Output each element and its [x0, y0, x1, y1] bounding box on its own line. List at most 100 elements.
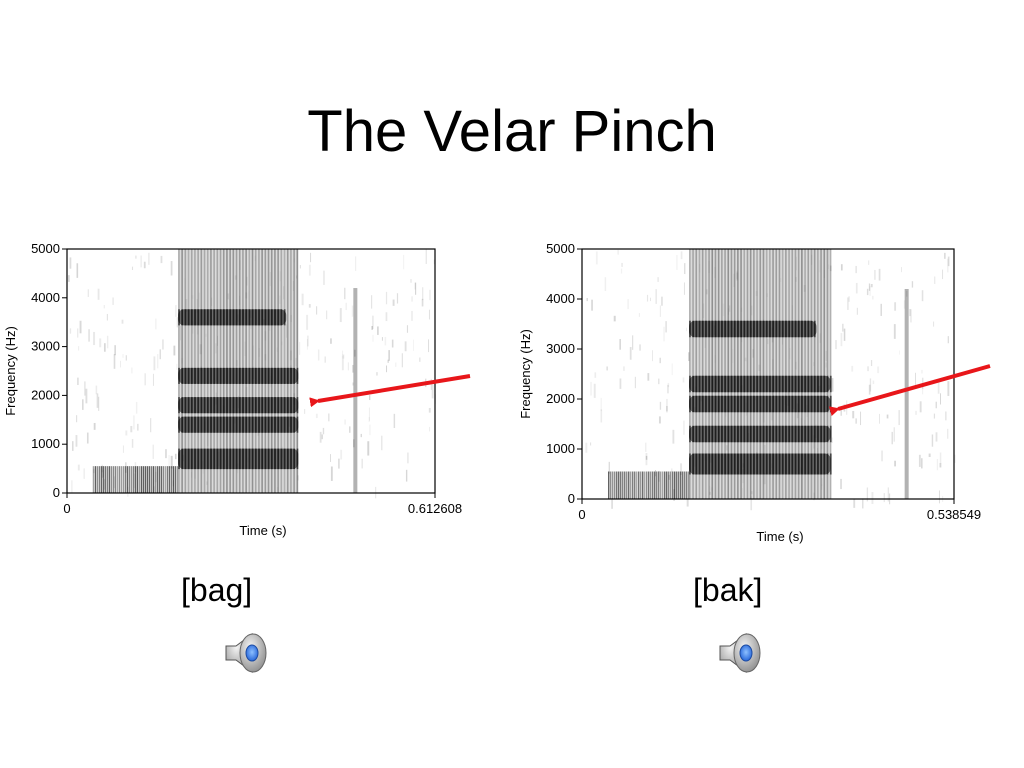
noise-streak: [944, 252, 946, 259]
formant-striation: [791, 453, 794, 475]
noise-streak: [666, 405, 668, 412]
noise-streak: [82, 399, 84, 410]
noise-streak: [847, 297, 849, 310]
noise-streak: [947, 428, 949, 439]
noise-streak: [410, 279, 412, 283]
noise-streak: [585, 442, 588, 453]
formant-striation: [756, 375, 759, 393]
noise-streak: [683, 420, 685, 435]
formant-striation: [807, 375, 810, 393]
noise-streak: [941, 269, 944, 280]
noise-streak: [428, 309, 431, 320]
noise-streak: [71, 480, 73, 494]
formant-striation: [229, 397, 232, 414]
formant-band: [178, 397, 299, 414]
noise-streak: [586, 297, 588, 302]
glottal-striation: [765, 249, 768, 499]
voicing-bar-striation: [150, 466, 153, 493]
noise-streak: [368, 407, 370, 421]
formant-striation: [689, 453, 691, 475]
voicing-bar-striation: [634, 471, 636, 499]
noise-streak: [909, 309, 911, 317]
noise-streak: [153, 356, 156, 371]
speaker-icon[interactable]: [222, 630, 268, 681]
noise-streak: [750, 496, 753, 511]
formant-striation: [232, 416, 235, 433]
formant-striation: [721, 395, 723, 413]
noise-streak: [319, 431, 322, 443]
formant-striation: [769, 453, 771, 475]
formant-striation: [823, 395, 826, 413]
formant-striation: [194, 309, 196, 326]
formant-striation: [807, 425, 810, 443]
noise-streak: [96, 393, 99, 408]
formant-striation: [733, 375, 736, 393]
noise-streak: [133, 415, 135, 430]
formant-striation: [775, 375, 778, 393]
formant-striation: [264, 367, 267, 384]
noise-streak: [634, 376, 636, 389]
formant-striation: [785, 425, 787, 443]
voicing-bar-striation: [146, 466, 149, 493]
noise-streak: [310, 252, 312, 263]
formant-striation: [190, 448, 193, 470]
noise-streak: [886, 414, 889, 419]
formant-striation: [229, 309, 232, 326]
formant-striation: [797, 425, 800, 443]
noise-streak: [414, 282, 416, 290]
formant-striation: [759, 375, 762, 393]
noise-streak: [78, 346, 80, 351]
formant-striation: [689, 395, 691, 413]
formant-striation: [277, 448, 280, 470]
formant-striation: [280, 397, 283, 414]
formant-striation: [254, 367, 257, 384]
noise-streak: [928, 453, 931, 458]
noise-streak: [411, 296, 413, 302]
formant-striation: [781, 395, 784, 413]
formant-striation: [730, 375, 733, 393]
noise-streak: [901, 267, 903, 273]
formant-striation: [756, 453, 759, 475]
noise-streak: [937, 380, 940, 394]
formant-striation: [258, 309, 260, 326]
noise-streak: [68, 275, 70, 282]
slide-title: The Velar Pinch: [307, 99, 717, 164]
noise-streak: [407, 452, 409, 464]
spectrogram-bak: 0 1000 2000 3000 4000 5000 0 0.538549 Time (s) Fr…: [518, 241, 981, 544]
noise-streak: [165, 449, 167, 459]
formant-striation: [290, 448, 292, 470]
formant-striation: [194, 397, 196, 414]
formant-striation: [274, 416, 276, 433]
glottal-striation: [711, 249, 714, 499]
formant-striation: [222, 448, 225, 470]
voicing-bar-striation: [626, 471, 628, 499]
noise-streak: [137, 423, 139, 431]
formant-striation: [290, 397, 292, 414]
noise-streak: [85, 388, 88, 404]
formant-striation: [791, 375, 794, 393]
noise-streak: [77, 328, 79, 338]
noise-streak: [387, 359, 389, 363]
noise-streak: [429, 426, 431, 432]
noise-streak: [659, 401, 662, 410]
formant-striation: [264, 309, 267, 326]
formant-striation: [724, 395, 727, 413]
noise-streak: [330, 466, 333, 481]
noise-streak: [874, 269, 876, 280]
formant-striation: [701, 375, 704, 393]
noise-streak: [667, 382, 670, 388]
voicing-bar-striation: [608, 471, 610, 499]
formant-striation: [229, 416, 232, 433]
noise-streak: [593, 383, 596, 398]
formant-striation: [181, 448, 184, 470]
formant-striation: [203, 367, 206, 384]
noise-streak: [911, 281, 914, 288]
formant-striation: [200, 367, 203, 384]
glottal-striation: [785, 249, 787, 499]
voicing-bar-striation: [618, 471, 620, 499]
speaker-icon[interactable]: [716, 630, 762, 681]
formant-striation: [242, 309, 244, 326]
noise-streak: [395, 362, 397, 367]
formant-striation: [788, 395, 791, 413]
formant-striation: [286, 367, 289, 384]
